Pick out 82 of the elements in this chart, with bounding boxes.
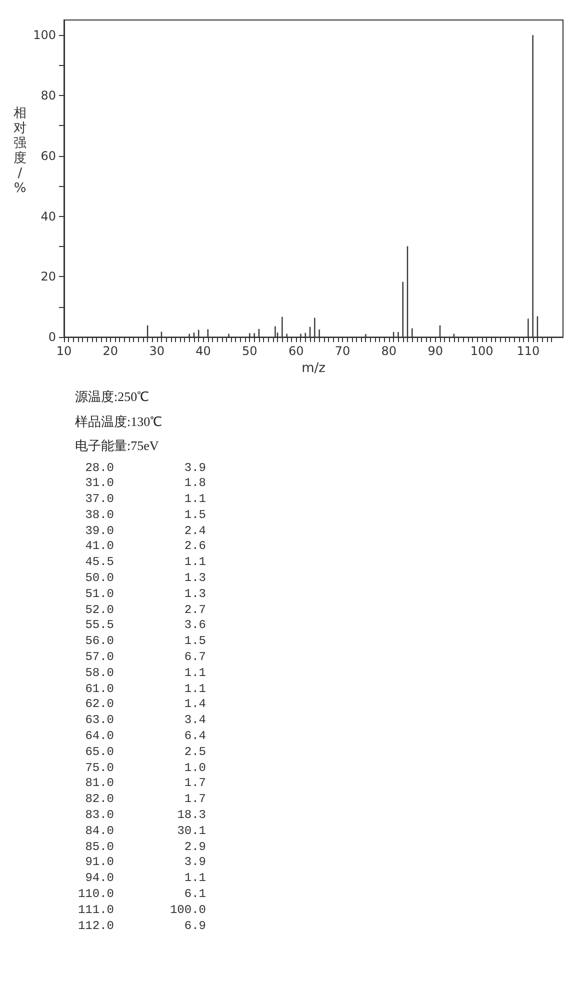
x-tick-label: 30 [149,344,164,358]
text: 1.1 [184,682,206,696]
text: 2.7 [184,602,206,617]
category-label: 64.0 [84,729,114,745]
text: 30.1 [177,824,206,838]
text: 1.8 [184,476,206,490]
category-label: 41.0 [84,539,114,556]
y-tick-label: 0 [48,330,56,344]
text: 1.5 [184,634,206,648]
x-tick-label: 60 [288,344,304,358]
x-tick-label: 10 [56,344,72,358]
category-label: 39.0 [84,524,114,540]
category-label: 75.0 [84,760,114,776]
x-axis-title: m/z [302,361,326,376]
text: 2.6 [184,539,206,554]
text: 1.1 [184,492,206,506]
text: 18.3 [177,808,206,822]
text: 样品温度:130℃ [75,412,164,430]
text: 1.1 [184,555,206,570]
text: 3.9 [184,855,206,870]
text: 6.4 [184,729,206,744]
text: 1.1 [184,666,206,680]
category-label: 84.0 [84,824,114,840]
category-label: 31.0 [84,476,114,492]
category-label: 63.0 [84,713,114,730]
text: 1.0 [184,760,206,775]
x-tick-label: 70 [334,344,350,358]
text: 1.3 [184,586,206,601]
category-label: 50.0 [84,571,114,587]
text: 3.6 [184,618,206,632]
text: 2.4 [184,524,206,538]
category-label: 45.5 [84,555,114,572]
category-label: 38.0 [84,508,114,524]
y-tick-label: 40 [40,209,56,224]
y-tick-label: 100 [33,28,56,42]
x-tick-label: 40 [196,344,211,358]
category-label: 37.0 [84,492,114,508]
category-label: 81.0 [84,776,114,792]
x-tick-label: 110 [516,344,540,358]
category-label: 52.0 [84,602,114,618]
text: 1.5 [184,508,206,522]
category-label: 91.0 [84,855,114,872]
text: 1.1 [184,871,206,886]
text: 2.5 [184,744,206,759]
category-label: 85.0 [84,840,114,856]
category-label: 83.0 [84,808,114,824]
category-label: 65.0 [84,744,114,761]
text: 100.0 [170,902,206,917]
text: 1.3 [184,571,206,586]
x-tick-label: 80 [381,344,397,358]
text: 1.7 [184,776,206,790]
category-label: 51.0 [84,586,114,603]
text: 6.7 [184,650,206,664]
category-label: 112.0 [76,918,114,934]
text: 3.9 [184,460,206,474]
text: 6.1 [184,887,206,902]
text: 2.9 [184,840,206,854]
x-tick-label: 90 [428,344,443,358]
text: 源温度:250℃ [75,388,150,406]
category-label: 56.0 [84,634,114,650]
x-tick-label: 20 [102,344,118,358]
category-label: 58.0 [84,666,114,682]
y-tick-label: 80 [40,88,56,102]
y-tick-label: 60 [40,148,56,163]
category-label: 111.0 [76,902,114,919]
text: 3.4 [184,713,206,728]
category-label: 28.0 [84,460,114,476]
text: 电子能量:75eV [75,437,160,455]
category-label: 82.0 [84,792,114,808]
category-label: 62.0 [84,697,114,714]
category-label: 110.0 [76,887,114,903]
y-axis-title: 相对强度/% [12,106,28,196]
text: 1.4 [184,697,206,712]
category-label: 94.0 [84,871,114,888]
x-tick-label: 50 [242,344,258,358]
text: 6.9 [184,918,206,933]
category-label: 57.0 [84,650,114,666]
text: 1.7 [184,792,206,806]
category-label: 61.0 [84,682,114,698]
y-tick-label: 20 [40,270,56,284]
x-tick-label: 100 [470,344,494,358]
category-label: 55.5 [84,618,114,634]
